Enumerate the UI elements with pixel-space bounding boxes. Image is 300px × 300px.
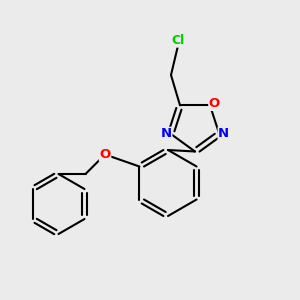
Text: O: O <box>99 148 111 161</box>
Text: N: N <box>218 128 229 140</box>
Text: Cl: Cl <box>172 34 185 47</box>
Text: O: O <box>209 98 220 110</box>
Text: N: N <box>161 128 172 140</box>
